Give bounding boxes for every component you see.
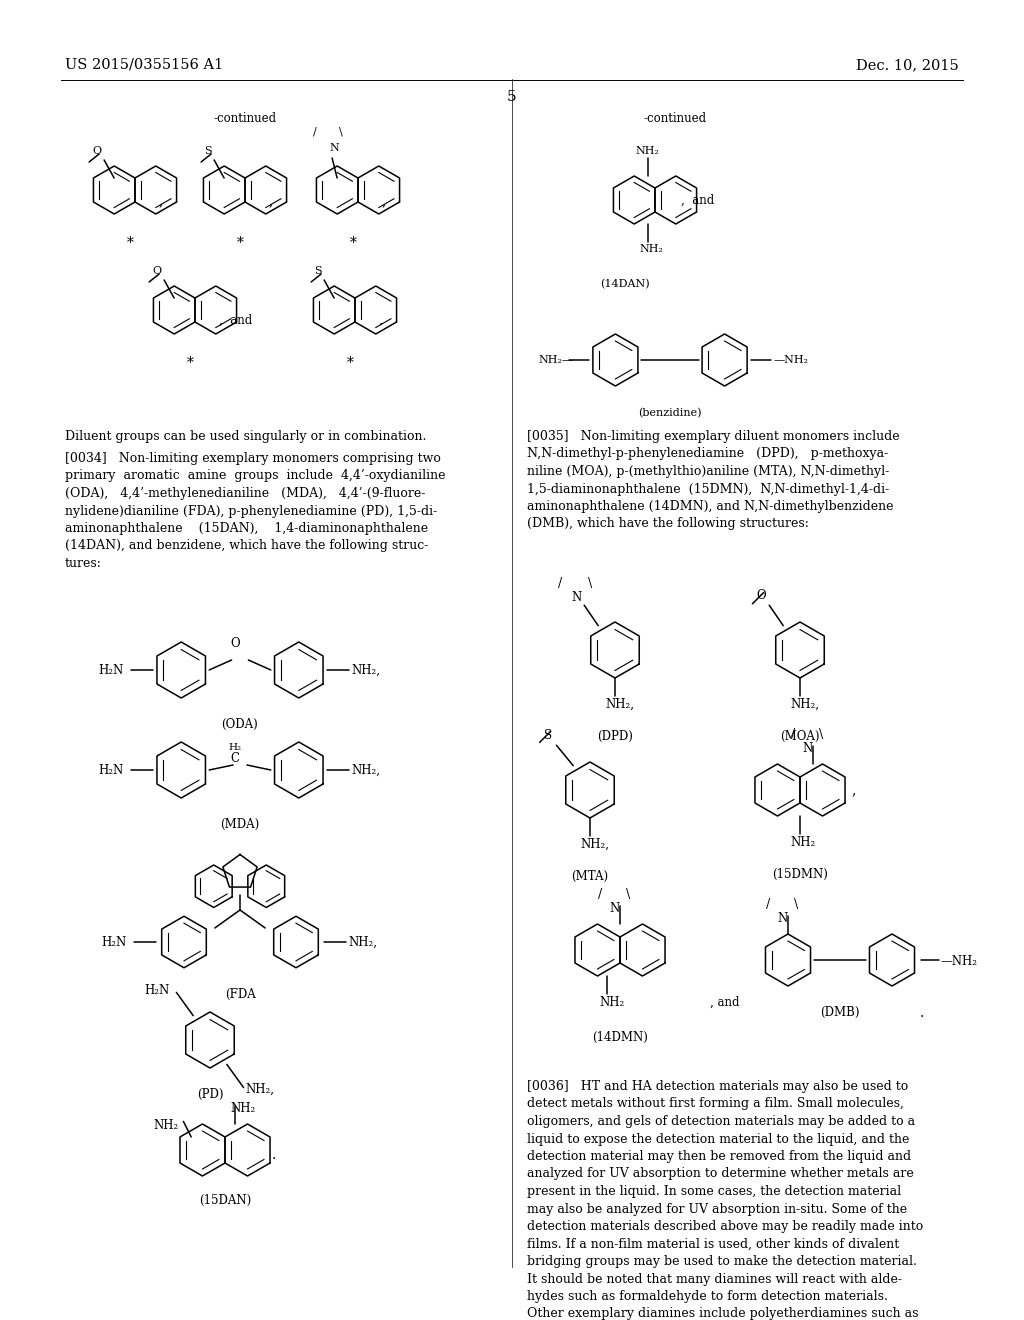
Text: —NH₂: —NH₂ xyxy=(941,954,978,968)
Text: H₂N: H₂N xyxy=(101,936,127,949)
Text: (14DAN): (14DAN) xyxy=(600,279,650,289)
Text: (benzidine): (benzidine) xyxy=(638,408,701,418)
Text: Dec. 10, 2015: Dec. 10, 2015 xyxy=(856,58,959,73)
Text: (DPD): (DPD) xyxy=(597,730,633,743)
Text: NH₂—: NH₂— xyxy=(539,355,573,366)
Text: O: O xyxy=(92,147,101,156)
Text: /: / xyxy=(598,888,602,902)
Text: S: S xyxy=(314,267,322,276)
Text: NH₂,: NH₂, xyxy=(580,838,609,851)
Text: -continued: -continued xyxy=(213,112,276,125)
Text: (MDA): (MDA) xyxy=(220,818,260,832)
Text: H₂N: H₂N xyxy=(144,985,170,998)
Text: Diluent groups can be used singularly or in combination.: Diluent groups can be used singularly or… xyxy=(65,430,426,444)
Text: H₂N: H₂N xyxy=(98,664,124,676)
Text: .: . xyxy=(920,1006,925,1020)
Text: \: \ xyxy=(588,577,593,590)
Text: \: \ xyxy=(819,729,823,741)
Text: (FDA: (FDA xyxy=(224,987,255,1001)
Text: (ODA): (ODA) xyxy=(221,718,258,731)
Text: NH₂: NH₂ xyxy=(636,147,659,156)
Text: NH₂,: NH₂, xyxy=(351,664,380,676)
Text: H₂N: H₂N xyxy=(98,763,124,776)
Text: NH₂: NH₂ xyxy=(640,244,664,253)
Text: ,: , xyxy=(382,194,386,209)
Text: S: S xyxy=(545,729,553,742)
Text: NH₂,: NH₂, xyxy=(605,698,634,711)
Text: ,: , xyxy=(852,783,856,797)
Text: (MOA): (MOA) xyxy=(780,730,820,743)
Text: [0036]   HT and HA detection materials may also be used to
detect metals without: [0036] HT and HA detection materials may… xyxy=(527,1080,924,1320)
Text: NH₂,: NH₂, xyxy=(351,763,380,776)
Text: NH₂: NH₂ xyxy=(790,836,815,849)
Text: NH₂,: NH₂, xyxy=(246,1082,274,1096)
Text: /: / xyxy=(313,125,316,136)
Text: ,: , xyxy=(159,194,163,209)
Text: N: N xyxy=(329,143,339,153)
Text: NH₂,: NH₂, xyxy=(348,936,378,949)
Text: N: N xyxy=(571,591,582,605)
Text: C: C xyxy=(230,752,240,766)
Text: N: N xyxy=(610,902,621,915)
Text: *: * xyxy=(346,356,353,370)
Text: H₂: H₂ xyxy=(228,743,242,752)
Text: (15DAN): (15DAN) xyxy=(199,1195,251,1206)
Text: /: / xyxy=(791,729,796,741)
Text: *: * xyxy=(186,356,194,370)
Text: \: \ xyxy=(794,898,799,911)
Text: 5: 5 xyxy=(507,90,517,104)
Text: *: * xyxy=(349,236,356,249)
Text: \: \ xyxy=(626,888,630,902)
Text: .: . xyxy=(379,314,383,327)
Text: [0034]   Non-limiting exemplary monomers comprising two
primary  aromatic  amine: [0034] Non-limiting exemplary monomers c… xyxy=(65,451,445,570)
Text: /: / xyxy=(766,898,770,911)
Text: , and: , and xyxy=(710,997,739,1008)
Text: O: O xyxy=(153,267,161,276)
Text: NH₂: NH₂ xyxy=(230,1102,256,1115)
Text: N: N xyxy=(778,912,788,925)
Text: .: . xyxy=(271,1148,276,1162)
Text: O: O xyxy=(230,638,240,649)
Text: N: N xyxy=(803,742,813,755)
Text: [0035]   Non-limiting exemplary diluent monomers include
N,N-dimethyl-p-phenylen: [0035] Non-limiting exemplary diluent mo… xyxy=(527,430,900,531)
Text: *: * xyxy=(127,236,133,249)
Text: -continued: -continued xyxy=(643,112,707,125)
Text: (MTA): (MTA) xyxy=(571,870,608,883)
Text: ,  and: , and xyxy=(219,314,252,327)
Text: *: * xyxy=(237,236,244,249)
Text: S: S xyxy=(204,147,212,156)
Text: NH₂,: NH₂, xyxy=(790,698,819,711)
Text: ,  and: , and xyxy=(681,194,714,206)
Text: \: \ xyxy=(339,125,343,136)
Text: ,: , xyxy=(269,194,273,209)
Text: US 2015/0355156 A1: US 2015/0355156 A1 xyxy=(65,58,223,73)
Text: (15DMN): (15DMN) xyxy=(772,869,828,880)
Text: NH₂: NH₂ xyxy=(154,1119,178,1131)
Text: (14DMN): (14DMN) xyxy=(592,1031,648,1044)
Text: NH₂: NH₂ xyxy=(599,997,625,1008)
Text: —NH₂: —NH₂ xyxy=(773,355,808,366)
Text: (PD): (PD) xyxy=(197,1088,223,1101)
Text: (DMB): (DMB) xyxy=(820,1006,860,1019)
Text: /: / xyxy=(558,577,562,590)
Text: O: O xyxy=(757,589,766,602)
